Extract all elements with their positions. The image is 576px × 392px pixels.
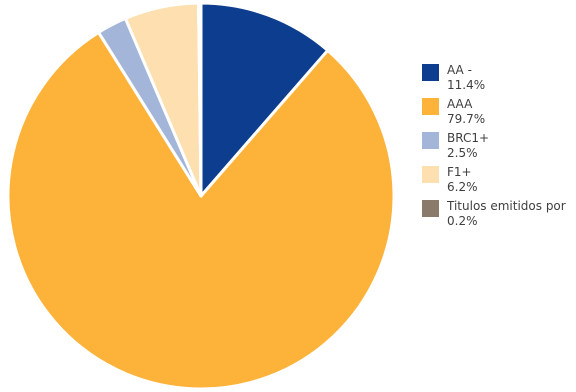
legend-item-f1-plus: F1+ 6.2%: [422, 165, 572, 199]
legend-swatch: [422, 200, 439, 217]
legend-swatch: [422, 166, 439, 183]
legend-value: 0.2%: [447, 214, 572, 229]
legend-value: 2.5%: [447, 146, 572, 161]
legend-swatch: [422, 98, 439, 115]
legend-item-aa-minus: AA - 11.4%: [422, 63, 572, 97]
legend-value: 6.2%: [447, 180, 572, 195]
legend-label: F1+: [447, 165, 572, 180]
legend-item-brc1-plus: BRC1+ 2.5%: [422, 131, 572, 165]
legend-label: AAA: [447, 97, 572, 112]
legend-label: AA -: [447, 63, 572, 78]
legend-item-titulos-emitidos: Titulos emitidos por 0.2%: [422, 199, 572, 233]
legend-value: 11.4%: [447, 78, 572, 93]
chart-legend: AA - 11.4% AAA 79.7% BRC1+ 2.5% F1+ 6.2%: [422, 63, 572, 233]
legend-label: Titulos emitidos por: [447, 199, 572, 214]
legend-value: 79.7%: [447, 112, 572, 127]
legend-swatch: [422, 132, 439, 149]
legend-swatch: [422, 64, 439, 81]
legend-item-aaa: AAA 79.7%: [422, 97, 572, 131]
legend-label: BRC1+: [447, 131, 572, 146]
